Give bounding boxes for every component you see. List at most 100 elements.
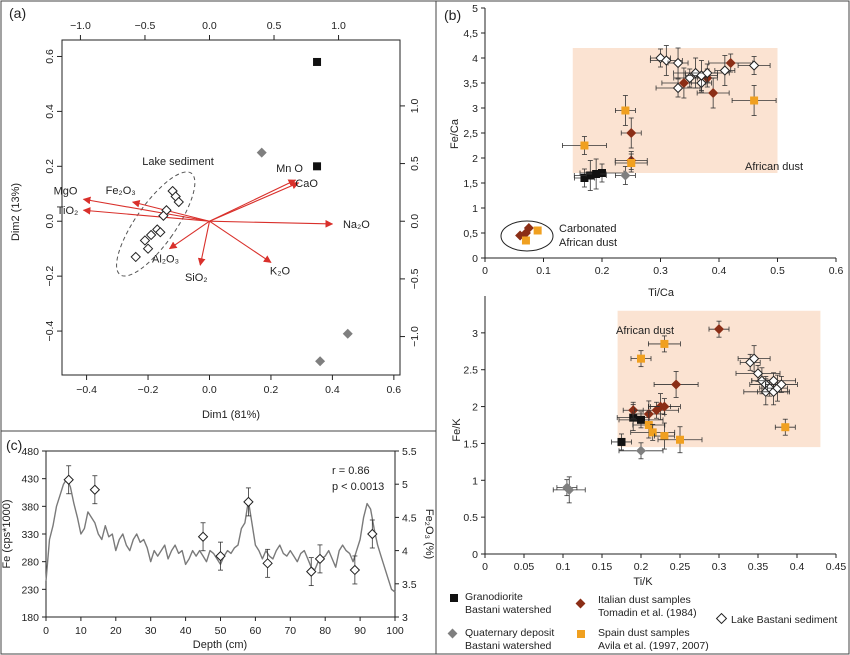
african-dust-region-top — [572, 48, 778, 173]
a-toptick-label: −0.5 — [135, 20, 156, 32]
b-top-point-square — [592, 170, 601, 178]
a-toptick-label: 1.0 — [331, 20, 346, 32]
a-toptick-label: 0.0 — [202, 20, 217, 32]
arrow-al2o3 — [168, 220, 210, 250]
b-bottom-xtick-label: 0.3 — [712, 561, 727, 573]
b-top-point-lake — [672, 57, 684, 69]
fe2o3-markers — [63, 465, 378, 587]
panel-b-top-points — [515, 45, 777, 245]
fe-line — [45, 478, 396, 593]
a-ytick-label: −0.2 — [44, 266, 56, 287]
b-top-point-square — [580, 174, 589, 182]
arrow-label-mgo: MgO — [54, 185, 78, 197]
panel-b-bottom-points — [552, 320, 798, 504]
pca-arrows: MgO Fe₂O₃ TiO₂ Al₂O₃ SiO₂ K₂O Na₂O Mn O CaO — [54, 163, 371, 284]
panel-a-ylabel: Dim2 (13%) — [10, 183, 22, 241]
b-top-errbar — [714, 55, 736, 86]
b-bottom-point-spain — [660, 339, 669, 348]
a-point-lake — [145, 229, 157, 241]
b-top-ytick-label: 1,5 — [463, 178, 478, 190]
b-top-point-italian — [678, 78, 689, 88]
c-ytick-label: 480 — [21, 446, 39, 458]
legend: Granodiorite Bastani watershed Quaternar… — [447, 591, 837, 652]
c-xtick-label: 90 — [354, 625, 366, 637]
a-righttick-label: −0.5 — [409, 268, 421, 289]
b-top-point-spain — [750, 96, 759, 105]
b-top-point-spain — [627, 159, 636, 167]
legend-spain-line2: Avila et al. (1997, 2007) — [598, 640, 709, 652]
b-bottom-ytick-label: 0 — [472, 549, 478, 561]
b-top-xtick-label: 0.1 — [536, 265, 551, 277]
b-bottom-point-lake — [752, 368, 764, 379]
panel-c-label: (c) — [6, 437, 22, 453]
b-top-point-spain — [621, 106, 630, 115]
c-ytick-label: 380 — [21, 501, 39, 513]
legend-lake-marker — [715, 612, 728, 625]
a-point-lake — [155, 227, 166, 238]
arrow-label-fe2o3: Fe₂O₃ — [106, 185, 136, 197]
carbonated-label-1: Carbonated — [559, 223, 617, 235]
panel-b-bottom-axes: 0 0.05 0.1 0.15 0.2 0.25 0.3 0.35 0.4 0.45 0 0.5 1 1.… — [463, 296, 846, 573]
c-xtick-label: 100 — [386, 625, 404, 637]
c-xtick-label: 50 — [215, 625, 227, 637]
c-xtick-label: 20 — [110, 625, 122, 637]
arrow-tio2 — [82, 207, 210, 222]
b-bottom-point-spain — [781, 423, 790, 432]
b-bottom-point-quat — [564, 484, 575, 495]
b-bottom-xtick-label: 0.1 — [556, 561, 571, 573]
b-bottom-xtick-label: 0.35 — [748, 561, 769, 573]
arrow-label-tio2: TiO₂ — [57, 205, 79, 217]
legend-italian-line1: Italian dust samples — [598, 594, 691, 606]
lake-sediment-ellipse-group — [116, 171, 196, 277]
b-bottom-point-lake — [776, 379, 787, 390]
legend-italian-line2: Tomadin et al. (1984) — [598, 607, 697, 619]
legend-quaternary-line2: Bastani watershed — [465, 640, 552, 652]
panel-b-top-region — [572, 48, 778, 173]
b-bottom-xtick-label: 0.45 — [826, 561, 847, 573]
a-point-quat — [256, 147, 267, 158]
arrow-mgo — [82, 196, 210, 222]
arrow-fe2o3 — [131, 199, 210, 222]
legend-granodiorite-line1: Granodiorite — [465, 591, 523, 603]
a-ytick-label: 0.6 — [44, 49, 56, 64]
c-y2tick-label: 3.5 — [402, 579, 417, 591]
panel-a-label: (a) — [9, 5, 26, 21]
panel-b-top-xlabel: Ti/Ca — [648, 287, 675, 299]
arrow-label-k2o: K₂O — [270, 265, 291, 277]
a-ytick-label: 0.2 — [44, 159, 56, 174]
a-ytick-label: −0.4 — [44, 321, 56, 342]
fe2o3-marker — [314, 553, 326, 565]
arrow-label-na2o: Na₂O — [343, 219, 370, 231]
b-bottom-point-lake — [748, 353, 760, 364]
b-bottom-point-italian — [671, 379, 682, 390]
arrow-cao — [209, 181, 300, 222]
a-righttick-label: 0.0 — [409, 214, 421, 229]
panel-b-bottom-xlabel: Ti/K — [633, 576, 653, 588]
b-bottom-xtick-label: 0.2 — [634, 561, 649, 573]
a-righttick-label: 0.5 — [409, 156, 421, 171]
b-top-point-square — [586, 171, 595, 180]
b-bottom-point-italian — [659, 401, 670, 412]
b-top-point-quat — [620, 170, 631, 181]
b-top-xtick-label: 0.5 — [770, 265, 785, 277]
a-ytick-label: 0.0 — [44, 214, 56, 229]
fe2o3-marker — [197, 531, 209, 542]
c-xtick-label: 40 — [180, 625, 192, 637]
b-bottom-ytick-label: 1 — [472, 475, 478, 487]
b-top-ytick-label: 2 — [472, 153, 478, 165]
b-top-ytick-label: 5 — [472, 3, 478, 15]
arrow-label-cao: CaO — [295, 178, 318, 190]
a-xtick-label: −0.2 — [138, 384, 159, 396]
c-xtick-label: 70 — [284, 625, 296, 637]
carbonated-dust-ellipse — [500, 220, 554, 252]
panel-c-ylabel: Fe (cps*1000) — [1, 499, 13, 568]
fe2o3-marker — [215, 550, 226, 562]
legend-quaternary-line1: Quaternary deposit — [465, 627, 554, 639]
a-point-square — [313, 162, 322, 171]
carbonated-label-2: African dust — [559, 237, 617, 249]
b-top-point-lake — [672, 82, 684, 94]
b-top-xtick-label: 0.6 — [829, 265, 844, 277]
lake-sediment-ellipse — [116, 171, 196, 277]
panel-b-bottom-plot: 0 0.05 0.1 0.15 0.2 0.25 0.3 0.35 0.4 0.45 0 0.5 1 1.… — [451, 296, 846, 588]
b-bottom-point-italian — [714, 324, 724, 335]
